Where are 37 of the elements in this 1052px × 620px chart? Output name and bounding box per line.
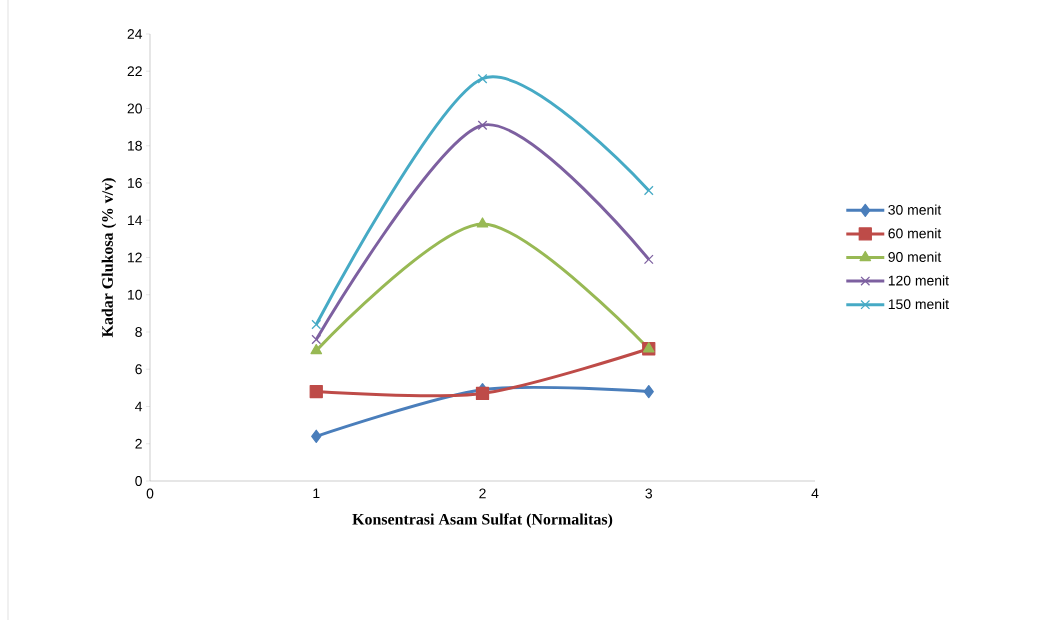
- y-axis-title: Kadar Glukosa (% v/v): [101, 178, 117, 338]
- y-tick-label: 8: [135, 327, 142, 337]
- point: [475, 386, 490, 401]
- y-tick-label: 10: [128, 289, 142, 300]
- y-tick-label: 24: [127, 29, 143, 39]
- legend-label: 30 menit: [888, 204, 942, 215]
- point: [477, 120, 488, 131]
- x-tick-label: 0: [146, 488, 154, 499]
- y-tick-label: 20: [127, 103, 142, 114]
- legend-label: 90 menit: [888, 251, 942, 262]
- point: [309, 384, 323, 399]
- point: [477, 73, 488, 84]
- legend-label: 60 menit: [888, 228, 942, 239]
- y-tick-label: 18: [128, 140, 142, 151]
- x-axis-title: Konsentrasi Asam Sulfat (Normalitas): [352, 513, 613, 528]
- y-tick-label: 4: [135, 401, 143, 412]
- point: [311, 429, 322, 443]
- point: [310, 343, 323, 355]
- x-tick-label: 4: [811, 488, 819, 499]
- point: [311, 319, 322, 330]
- point: [476, 217, 489, 228]
- point: [643, 254, 654, 265]
- y-tick-label: 12: [128, 252, 142, 263]
- y-tick-label: 0: [135, 476, 142, 486]
- x-tick-label: 1: [313, 488, 320, 499]
- legend-label: 150 menit: [888, 298, 949, 310]
- point: [643, 185, 654, 196]
- point: [643, 384, 654, 399]
- y-tick-label: 22: [127, 66, 142, 77]
- y-tick-label: 16: [128, 178, 142, 188]
- y-tick-label: 2: [135, 438, 142, 449]
- x-tick-label: 2: [479, 488, 486, 499]
- y-tick-label: 14: [128, 215, 143, 226]
- point: [311, 334, 322, 345]
- x-tick-label: 3: [645, 488, 653, 499]
- legend-label: 120 menit: [888, 275, 949, 286]
- y-tick-label: 6: [135, 364, 142, 375]
